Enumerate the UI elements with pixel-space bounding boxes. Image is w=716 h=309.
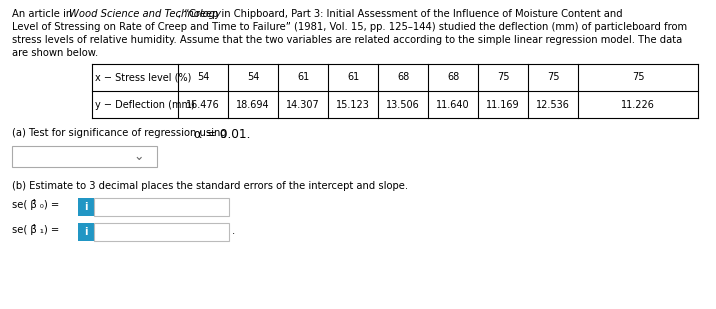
- Text: 11.169: 11.169: [486, 99, 520, 109]
- Text: 68: 68: [447, 73, 459, 83]
- Text: are shown below.: are shown below.: [12, 48, 98, 58]
- Text: 75: 75: [497, 73, 509, 83]
- Text: 16.476: 16.476: [186, 99, 220, 109]
- Text: 18.694: 18.694: [236, 99, 270, 109]
- Text: y − Deflection (mm): y − Deflection (mm): [95, 99, 195, 109]
- Text: An article in: An article in: [12, 9, 75, 19]
- Text: Wood Science and Technology: Wood Science and Technology: [69, 9, 221, 19]
- Text: 54: 54: [197, 73, 209, 83]
- Bar: [78, 198, 94, 216]
- Text: stress levels of relative humidity. Assume that the two variables are related ac: stress levels of relative humidity. Assu…: [12, 35, 682, 45]
- Text: se( β̂ ₀) =: se( β̂ ₀) =: [12, 199, 59, 210]
- Bar: [94, 198, 229, 216]
- Text: 12.536: 12.536: [536, 99, 570, 109]
- Bar: [12, 146, 157, 167]
- Text: 11.226: 11.226: [621, 99, 655, 109]
- Text: 13.506: 13.506: [386, 99, 420, 109]
- Text: (b) Estimate to 3 decimal places the standard errors of the intercept and slope.: (b) Estimate to 3 decimal places the sta…: [12, 181, 408, 191]
- Text: .: .: [232, 226, 236, 236]
- Text: i: i: [84, 202, 88, 212]
- Text: 61: 61: [297, 73, 309, 83]
- Text: 75: 75: [547, 73, 559, 83]
- Text: Level of Stressing on Rate of Creep and Time to Failure” (1981, Vol. 15, pp. 125: Level of Stressing on Rate of Creep and …: [12, 22, 687, 32]
- Text: 68: 68: [397, 73, 409, 83]
- Text: , “Creep in Chipboard, Part 3: Initial Assessment of the Influence of Moisture C: , “Creep in Chipboard, Part 3: Initial A…: [178, 9, 623, 19]
- Bar: [78, 223, 94, 241]
- Bar: [94, 223, 229, 241]
- Text: se( β̂ ₁) =: se( β̂ ₁) =: [12, 224, 59, 235]
- Text: 15.123: 15.123: [336, 99, 370, 109]
- Text: α = 0.01.: α = 0.01.: [194, 128, 251, 141]
- Text: 75: 75: [632, 73, 644, 83]
- Text: ⌄: ⌄: [134, 150, 144, 163]
- Text: i: i: [84, 227, 88, 237]
- Text: (a) Test for significance of regression using: (a) Test for significance of regression …: [12, 128, 227, 138]
- Text: 11.640: 11.640: [436, 99, 470, 109]
- Text: x − Stress level (%): x − Stress level (%): [95, 73, 191, 83]
- Text: 61: 61: [347, 73, 359, 83]
- Text: 14.307: 14.307: [286, 99, 320, 109]
- Text: 54: 54: [247, 73, 259, 83]
